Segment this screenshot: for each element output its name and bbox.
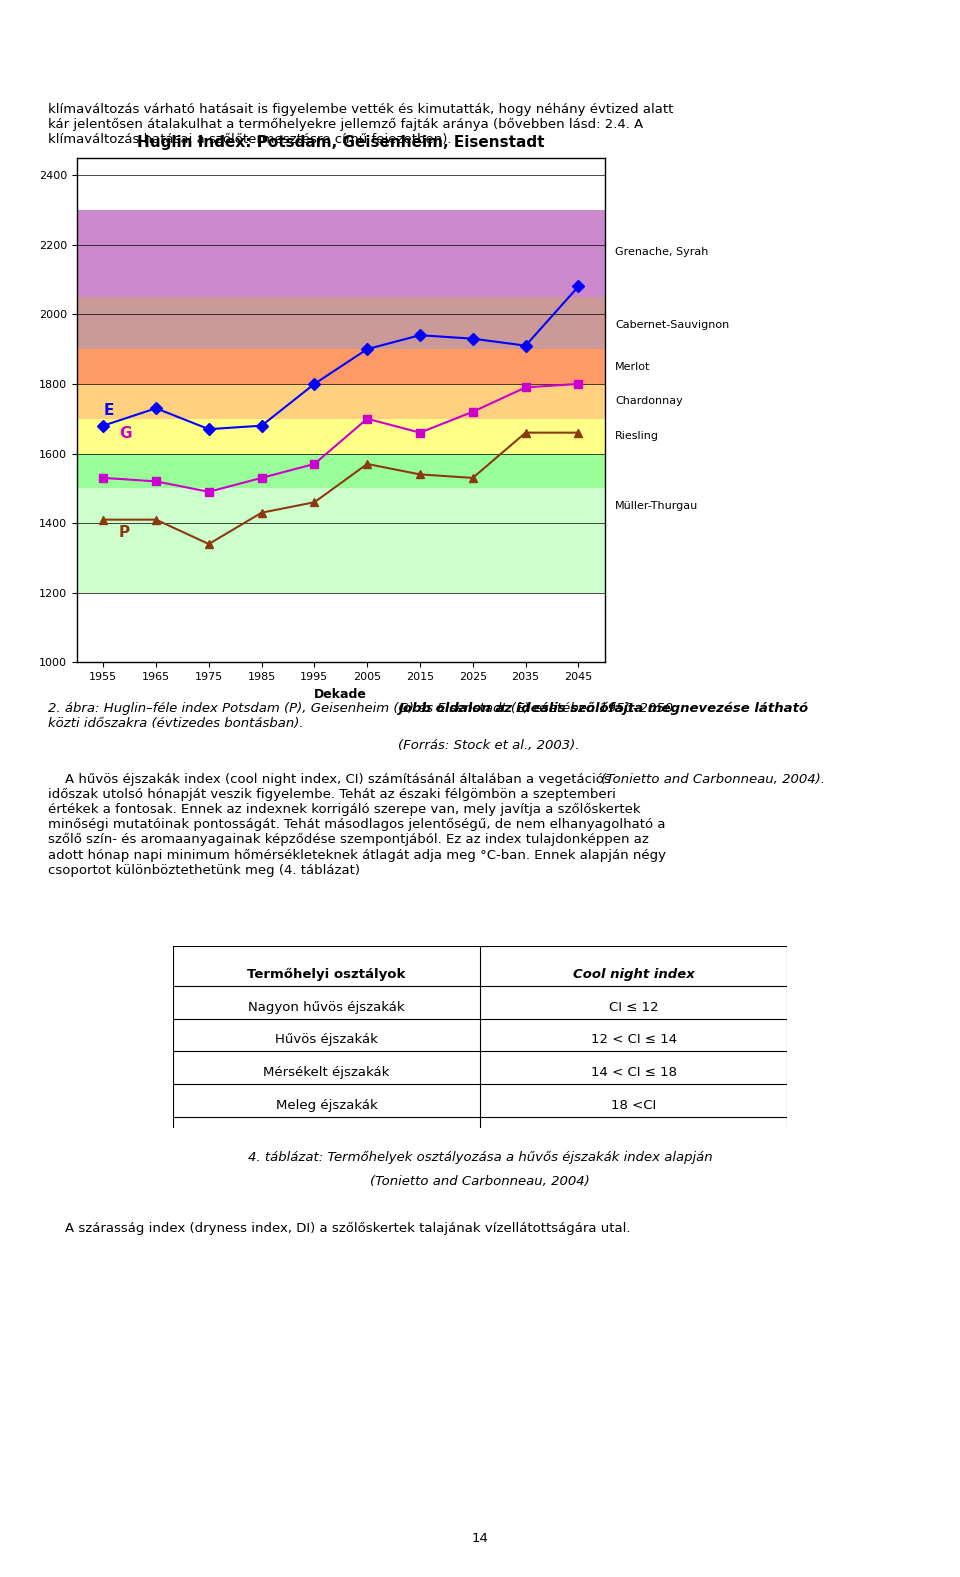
Text: 14: 14	[471, 1533, 489, 1545]
Text: Grenache, Syrah: Grenache, Syrah	[615, 246, 708, 257]
Text: Riesling: Riesling	[615, 431, 660, 442]
Text: Cool night index: Cool night index	[573, 968, 694, 981]
Text: 4. táblázat: Termőhelyek osztályozása a hűvős éjszakák index alapján: 4. táblázat: Termőhelyek osztályozása a …	[248, 1151, 712, 1164]
Bar	[77, 349, 605, 383]
Title: Huglin Index: Potsdam, Geisenheim, Eisenstadt: Huglin Index: Potsdam, Geisenheim, Eisen…	[137, 134, 544, 150]
Text: 18 <CI: 18 <CI	[611, 1099, 657, 1112]
Text: (Forrás: Stock et al., 2003).: (Forrás: Stock et al., 2003).	[398, 724, 580, 752]
Text: E: E	[103, 404, 113, 418]
Bar	[77, 489, 605, 593]
Bar	[77, 158, 605, 210]
Text: 12 < CI ≤ 14: 12 < CI ≤ 14	[590, 1033, 677, 1046]
Text: P: P	[119, 525, 131, 539]
Bar	[77, 210, 605, 296]
Bar	[77, 296, 605, 349]
Text: Hűvös éjszakák: Hűvös éjszakák	[275, 1033, 378, 1046]
Text: Cabernet-Sauvignon: Cabernet-Sauvignon	[615, 320, 730, 330]
Text: Nagyon hűvös éjszakák: Nagyon hűvös éjszakák	[248, 1001, 405, 1014]
X-axis label: Dekade: Dekade	[314, 688, 368, 700]
Text: A szárasság index (dryness index, DI) a szőlőskertek talajának vízellátottságára: A szárasság index (dryness index, DI) a …	[48, 1222, 631, 1235]
Text: Termőhelyi osztályok: Termőhelyi osztályok	[248, 968, 405, 981]
Text: 14 < CI ≤ 18: 14 < CI ≤ 18	[590, 1066, 677, 1079]
Text: Merlot: Merlot	[615, 361, 651, 372]
Bar	[77, 419, 605, 454]
Text: Mérsékelt éjszakák: Mérsékelt éjszakák	[263, 1066, 390, 1079]
Text: klímaváltozás várható hatásait is figyelembe vették és kimutatták, hogy néhány é: klímaváltozás várható hatásait is figyel…	[48, 103, 673, 147]
Text: Meleg éjszakák: Meleg éjszakák	[276, 1099, 377, 1112]
Text: (Tonietto and Carbonneau, 2004): (Tonietto and Carbonneau, 2004)	[371, 1175, 589, 1187]
Bar	[77, 383, 605, 419]
Text: A hűvös éjszakák index (cool night index, CI) számításánál általában a vegetáció: A hűvös éjszakák index (cool night index…	[48, 773, 666, 877]
Text: CI ≤ 12: CI ≤ 12	[609, 1001, 659, 1014]
Text: G: G	[119, 426, 132, 442]
Text: (Tonietto and Carbonneau, 2004).: (Tonietto and Carbonneau, 2004).	[601, 773, 825, 785]
Text: Chardonnay: Chardonnay	[615, 396, 684, 407]
Text: Jobb oldalon az ideális szőlőfajta megnevezése látható: Jobb oldalon az ideális szőlőfajta megne…	[398, 702, 808, 714]
Text: 2. ábra: Huglin–féle index Potsdam (P), Geisenheim (G) és Eisenstadt (E) esetébe: 2. ábra: Huglin–féle index Potsdam (P), …	[48, 702, 673, 730]
Text: Müller-Thurgau: Müller-Thurgau	[615, 501, 699, 511]
Bar	[77, 454, 605, 489]
Bar	[77, 593, 605, 662]
